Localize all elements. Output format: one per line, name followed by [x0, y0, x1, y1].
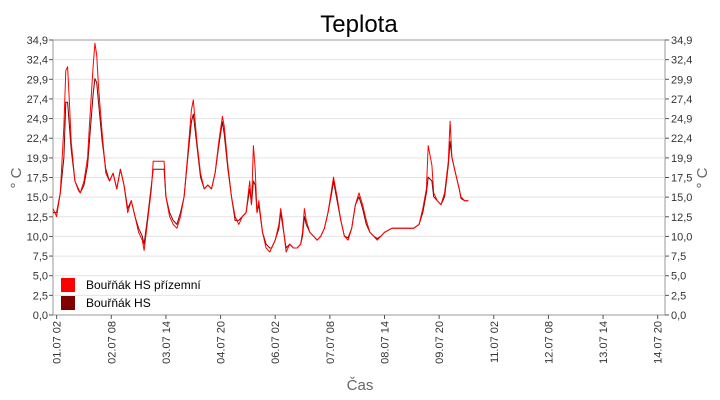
- y-tick-label-right: 5,0: [671, 271, 686, 283]
- y-tick-label-left: 7,5: [33, 251, 48, 263]
- y-tick-label-left: 24,9: [27, 114, 48, 126]
- y-tick-label-right: 17,5: [671, 173, 692, 185]
- chart-title: Teplota: [320, 11, 398, 38]
- y-tick-label-left: 27,4: [27, 94, 48, 106]
- legend-swatch-1: [61, 296, 75, 310]
- y-tick-label-left: 17,5: [27, 173, 48, 185]
- y-tick-label-left: 34,9: [27, 35, 48, 47]
- y-axis-left: 0,0 2,5 5,0 7,5 10,0 12,5 15,0 17,5 19,9 22,4 24,9…: [27, 35, 53, 322]
- y-tick-label-right: 27,4: [671, 94, 692, 106]
- y-tick-label-left: 15,0: [27, 192, 48, 204]
- series-line-0: [52, 42, 469, 253]
- legend: Bouřňák HS přízemní Bouřňák HS: [61, 278, 201, 310]
- y-axis-label-left: ° C: [8, 167, 25, 188]
- x-tick-label: 12.07 08: [543, 321, 555, 364]
- series-layer: [52, 42, 469, 253]
- y-tick-label-left: 0,0: [33, 310, 48, 322]
- legend-label-1: Bouřňák HS: [86, 296, 151, 310]
- y-tick-label-left: 2,5: [33, 290, 48, 302]
- y-tick-label-right: 0,0: [671, 310, 686, 322]
- x-axis-label: Čas: [347, 377, 374, 394]
- x-tick-label: 03.07 14: [161, 321, 173, 364]
- y-tick-label-left: 19,9: [27, 153, 48, 165]
- y-axis-right: 0,0 2,5 5,0 7,5 10,0 12,5 15,0 17,5 19,9 22,4 24,9…: [665, 35, 692, 322]
- x-tick-label: 07.07 08: [325, 321, 337, 364]
- x-tick-label: 13.07 14: [598, 321, 610, 364]
- y-tick-label-right: 2,5: [671, 290, 686, 302]
- y-tick-label-left: 32,4: [27, 55, 48, 67]
- y-tick-label-right: 19,9: [671, 153, 692, 165]
- x-tick-label: 06.07 02: [270, 321, 282, 364]
- y-tick-label-right: 24,9: [671, 114, 692, 126]
- x-axis: 01.07 02 02.07 08 03.07 14 04.07 20 06.07 02…: [52, 315, 665, 364]
- y-tick-label-right: 12,5: [671, 212, 692, 224]
- y-tick-label-right: 34,9: [671, 35, 692, 47]
- y-tick-label-left: 12,5: [27, 212, 48, 224]
- x-tick-label: 11.07 02: [489, 321, 501, 363]
- legend-label-0: Bouřňák HS přízemní: [86, 278, 201, 292]
- y-axis-label-right: ° C: [694, 167, 711, 188]
- x-tick-label: 02.07 08: [106, 321, 118, 364]
- y-tick-label-right: 10,0: [671, 231, 692, 243]
- legend-swatch-0: [61, 278, 75, 292]
- y-tick-label-right: 7,5: [671, 251, 686, 263]
- y-tick-label-left: 5,0: [33, 271, 48, 283]
- y-tick-label-right: 29,9: [671, 74, 692, 86]
- y-tick-label-left: 22,4: [27, 133, 48, 145]
- x-tick-label: 09.07 20: [434, 321, 446, 364]
- y-tick-label-right: 15,0: [671, 192, 692, 204]
- x-tick-label: 01.07 02: [52, 321, 64, 364]
- y-tick-label-right: 32,4: [671, 55, 692, 67]
- y-tick-label-left: 10,0: [27, 231, 48, 243]
- x-tick-label: 14.07 20: [653, 321, 665, 364]
- gridlines: [53, 59, 665, 296]
- x-tick-label: 04.07 20: [216, 321, 228, 364]
- y-tick-label-left: 29,9: [27, 74, 48, 86]
- y-tick-label-right: 22,4: [671, 133, 692, 145]
- x-tick-label: 08.07 14: [380, 321, 392, 364]
